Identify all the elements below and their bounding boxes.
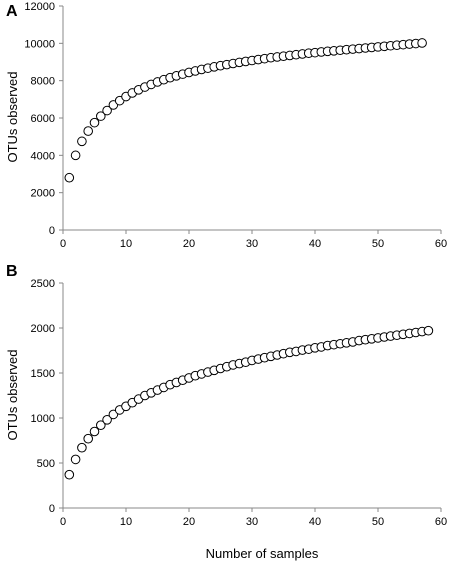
data-point-b: [102, 415, 112, 425]
x-axis-b: 0 10 20 30 40 50 60: [60, 507, 447, 528]
y-tick-label-b: 2000: [31, 323, 55, 335]
y-tick-label-a: 2000: [31, 188, 55, 200]
y-tick-label-b: 1000: [31, 413, 55, 425]
y-tick-label-b: 1500: [31, 368, 55, 380]
x-tick-label-a: 20: [183, 238, 195, 250]
chart-panel-b: B OTUs observed 0 500 1000 1500 2000 2500 0 10…: [5, 263, 447, 528]
x-tick-label-b: 10: [120, 516, 132, 528]
data-point-b: [64, 469, 75, 480]
data-point-b: [89, 426, 100, 437]
data-point-b: [423, 325, 434, 336]
data-point-a: [64, 172, 75, 183]
data-point-b: [96, 420, 106, 431]
x-tick-label-a: 10: [120, 238, 132, 250]
data-series-a: [64, 38, 427, 183]
x-axis-title: Number of samples: [206, 546, 319, 561]
x-axis-a: 0 10 20 30 40 50 60: [60, 229, 447, 250]
panel-letter-a: A: [6, 3, 18, 20]
y-tick-label-b: 2500: [31, 278, 55, 290]
data-point-a: [417, 38, 427, 48]
y-tick-label-a: 8000: [31, 76, 55, 88]
x-tick-label-b: 30: [246, 516, 258, 528]
data-point-a: [83, 126, 93, 136]
x-tick-label-b: 50: [372, 516, 384, 528]
x-tick-label-a: 60: [435, 238, 447, 250]
y-tick-label-a: 4000: [31, 150, 55, 162]
data-point-a: [102, 105, 112, 116]
x-tick-label-b: 0: [60, 516, 66, 528]
x-tick-label-a: 0: [60, 238, 66, 250]
y-tick-label-a: 12000: [24, 1, 55, 13]
y-axis-a: 0 2000 4000 6000 8000 10000 12000: [24, 1, 64, 237]
y-axis-b: 0 500 1000 1500 2000 2500: [31, 278, 64, 515]
x-tick-label-a: 50: [372, 238, 384, 250]
data-point-a: [70, 150, 81, 161]
x-tick-label-b: 60: [435, 516, 447, 528]
y-tick-label-a: 6000: [31, 113, 55, 125]
panel-letter-b: B: [6, 263, 18, 280]
y-tick-label-b: 500: [37, 458, 55, 470]
data-point-b: [70, 454, 81, 465]
data-point-b: [83, 433, 93, 444]
data-point-b: [77, 442, 87, 453]
y-tick-label-b: 0: [49, 503, 55, 515]
y-tick-label-a: 0: [49, 225, 55, 237]
x-tick-label-b: 40: [309, 516, 321, 528]
x-tick-label-a: 40: [309, 238, 321, 250]
data-point-a: [89, 117, 100, 128]
chart-panel-a: A OTUs observed 0 2000 4000 6000 8000 10000 12…: [5, 1, 447, 250]
y-tick-label-a: 10000: [24, 38, 55, 50]
x-tick-label-a: 30: [246, 238, 258, 250]
data-point-a: [77, 136, 87, 147]
y-axis-title-b: OTUs observed: [5, 349, 20, 440]
data-series-b: [64, 325, 434, 480]
y-axis-title-a: OTUs observed: [5, 71, 20, 162]
x-tick-label-b: 20: [183, 516, 195, 528]
data-point-a: [96, 111, 106, 121]
